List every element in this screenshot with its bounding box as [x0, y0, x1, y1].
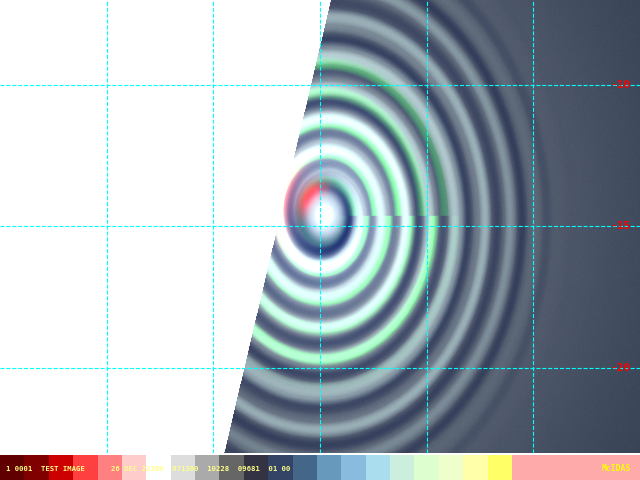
Bar: [195, 455, 220, 480]
Bar: [122, 455, 147, 480]
Bar: [292, 455, 317, 480]
Bar: [415, 455, 439, 480]
Bar: [341, 455, 365, 480]
Bar: [244, 455, 268, 480]
Bar: [0, 455, 24, 480]
Text: -10: -10: [610, 80, 630, 90]
Bar: [268, 455, 292, 480]
Bar: [488, 455, 512, 480]
Bar: [365, 455, 390, 480]
Bar: [463, 455, 488, 480]
Bar: [0, 455, 512, 480]
Text: -20: -20: [610, 363, 630, 373]
Bar: [147, 455, 171, 480]
Bar: [317, 455, 341, 480]
Text: McIDAS: McIDAS: [601, 464, 630, 473]
Bar: [439, 455, 463, 480]
Text: -15: -15: [610, 221, 630, 231]
Bar: [171, 455, 195, 480]
Bar: [390, 455, 415, 480]
Text: 1 0001  TEST IMAGE      26 DEC 22360  071300  10228  09681  01 00: 1 0001 TEST IMAGE 26 DEC 22360 071300 10…: [6, 466, 291, 472]
Bar: [73, 455, 97, 480]
Bar: [49, 455, 73, 480]
Bar: [512, 455, 640, 480]
Bar: [220, 455, 244, 480]
Bar: [97, 455, 122, 480]
Bar: [24, 455, 49, 480]
